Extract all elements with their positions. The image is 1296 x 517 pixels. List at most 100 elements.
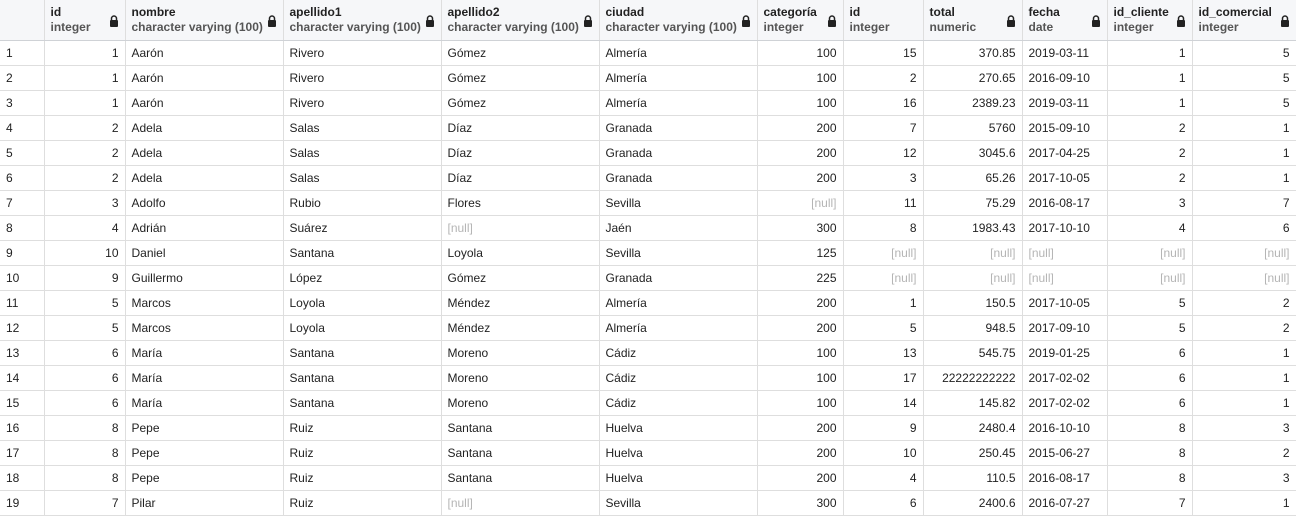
cell-total[interactable]: [null] (923, 265, 1023, 291)
column-header-id[interactable]: id integer (44, 0, 126, 41)
cell-id[interactable]: 6 (44, 365, 126, 391)
cell-ciudad[interactable]: Granada (599, 165, 758, 191)
cell-apellido1[interactable]: Loyola (283, 315, 442, 341)
cell-id2[interactable]: 3 (843, 165, 924, 191)
cell-id_cliente[interactable]: 7 (1107, 490, 1193, 516)
cell-categoria[interactable]: 100 (757, 40, 844, 66)
table-row[interactable]: 16 8 Pepe Ruiz Santana Huelva 200 9 2480.4 2016-1… (0, 415, 1296, 441)
cell-categoria[interactable]: 300 (757, 490, 844, 516)
cell-fecha[interactable]: 2019-03-11 (1022, 40, 1108, 66)
cell-ciudad[interactable]: Almería (599, 315, 758, 341)
cell-ciudad[interactable]: Granada (599, 115, 758, 141)
table-row[interactable]: 3 1 Aarón Rivero Gómez Almería 100 16 2389.23 201… (0, 90, 1296, 116)
cell-fecha[interactable]: 2016-08-17 (1022, 190, 1108, 216)
cell-nombre[interactable]: María (125, 365, 284, 391)
cell-categoria[interactable]: 200 (757, 440, 844, 466)
cell-id[interactable]: 6 (44, 390, 126, 416)
row-number[interactable]: 13 (0, 340, 45, 366)
cell-id[interactable]: 2 (44, 140, 126, 166)
cell-ciudad[interactable]: Almería (599, 290, 758, 316)
cell-fecha[interactable]: 2017-10-05 (1022, 290, 1108, 316)
cell-id[interactable]: 8 (44, 415, 126, 441)
cell-id[interactable]: 1 (44, 40, 126, 66)
row-number[interactable]: 4 (0, 115, 45, 141)
cell-nombre[interactable]: Daniel (125, 240, 284, 266)
cell-id2[interactable]: 5 (843, 315, 924, 341)
column-header-nombre[interactable]: nombre character varying (100) (125, 0, 284, 41)
cell-id2[interactable]: 4 (843, 465, 924, 491)
cell-id[interactable]: 3 (44, 190, 126, 216)
cell-ciudad[interactable]: Sevilla (599, 190, 758, 216)
cell-apellido1[interactable]: Suárez (283, 215, 442, 241)
table-row[interactable]: 12 5 Marcos Loyola Méndez Almería 200 5 948.5 201… (0, 315, 1296, 341)
cell-fecha[interactable]: 2015-09-10 (1022, 115, 1108, 141)
cell-apellido2[interactable]: Díaz (441, 165, 600, 191)
table-row[interactable]: 15 6 María Santana Moreno Cádiz 100 14 145.82 201… (0, 390, 1296, 416)
column-header-apellido1[interactable]: apellido1 character varying (100) (283, 0, 442, 41)
cell-total[interactable]: 22222222222 (923, 365, 1023, 391)
cell-ciudad[interactable]: Huelva (599, 440, 758, 466)
cell-id_comercial[interactable]: 5 (1192, 90, 1296, 116)
cell-id[interactable]: 5 (44, 315, 126, 341)
cell-apellido2[interactable]: Moreno (441, 365, 600, 391)
cell-id[interactable]: 6 (44, 340, 126, 366)
cell-fecha[interactable]: 2019-01-25 (1022, 340, 1108, 366)
cell-id_cliente[interactable]: 8 (1107, 415, 1193, 441)
row-number[interactable]: 3 (0, 90, 45, 116)
cell-total[interactable]: 145.82 (923, 390, 1023, 416)
table-row[interactable]: 9 10 Daniel Santana Loyola Sevilla 125 [null] [n… (0, 240, 1296, 266)
cell-fecha[interactable]: 2016-09-10 (1022, 65, 1108, 91)
column-header-apellido2[interactable]: apellido2 character varying (100) (441, 0, 600, 41)
cell-categoria[interactable]: 100 (757, 365, 844, 391)
table-row[interactable]: 8 4 Adrián Suárez [null] Jaén 300 8 1983.43 2017-… (0, 215, 1296, 241)
cell-nombre[interactable]: Adela (125, 165, 284, 191)
cell-id_comercial[interactable]: 1 (1192, 115, 1296, 141)
column-header-fecha[interactable]: fecha date (1022, 0, 1108, 41)
cell-nombre[interactable]: Marcos (125, 290, 284, 316)
cell-categoria[interactable]: 200 (757, 115, 844, 141)
cell-nombre[interactable]: Adela (125, 140, 284, 166)
cell-id_cliente[interactable]: 2 (1107, 115, 1193, 141)
cell-ciudad[interactable]: Almería (599, 40, 758, 66)
cell-id2[interactable]: 11 (843, 190, 924, 216)
cell-fecha[interactable]: 2017-09-10 (1022, 315, 1108, 341)
cell-ciudad[interactable]: Almería (599, 90, 758, 116)
cell-total[interactable]: 370.85 (923, 40, 1023, 66)
cell-categoria[interactable]: 100 (757, 65, 844, 91)
cell-ciudad[interactable]: Almería (599, 65, 758, 91)
cell-apellido2[interactable]: [null] (441, 215, 600, 241)
cell-apellido1[interactable]: Ruiz (283, 465, 442, 491)
cell-id_comercial[interactable]: 5 (1192, 65, 1296, 91)
cell-total[interactable]: 948.5 (923, 315, 1023, 341)
column-header-id-comercial[interactable]: id_comercial integer (1192, 0, 1296, 41)
cell-ciudad[interactable]: Granada (599, 265, 758, 291)
cell-nombre[interactable]: Aarón (125, 65, 284, 91)
column-header-categoria[interactable]: categoría integer (757, 0, 844, 41)
cell-apellido1[interactable]: Ruiz (283, 440, 442, 466)
cell-id[interactable]: 9 (44, 265, 126, 291)
select-all-corner[interactable] (0, 0, 45, 41)
cell-apellido2[interactable]: Moreno (441, 390, 600, 416)
cell-id[interactable]: 10 (44, 240, 126, 266)
cell-total[interactable]: 3045.6 (923, 140, 1023, 166)
cell-id_cliente[interactable]: 6 (1107, 365, 1193, 391)
table-row[interactable]: 14 6 María Santana Moreno Cádiz 100 17 222222222… (0, 365, 1296, 391)
cell-apellido2[interactable]: Gómez (441, 65, 600, 91)
cell-id_cliente[interactable]: [null] (1107, 240, 1193, 266)
cell-nombre[interactable]: Pepe (125, 440, 284, 466)
cell-categoria[interactable]: 200 (757, 290, 844, 316)
cell-fecha[interactable]: 2017-02-02 (1022, 365, 1108, 391)
cell-id2[interactable]: 9 (843, 415, 924, 441)
cell-id_cliente[interactable]: 5 (1107, 290, 1193, 316)
cell-id[interactable]: 7 (44, 490, 126, 516)
cell-total[interactable]: 65.26 (923, 165, 1023, 191)
cell-apellido1[interactable]: Salas (283, 140, 442, 166)
cell-id[interactable]: 1 (44, 90, 126, 116)
cell-fecha[interactable]: 2019-03-11 (1022, 90, 1108, 116)
cell-id_comercial[interactable]: 2 (1192, 315, 1296, 341)
cell-id_comercial[interactable]: 1 (1192, 390, 1296, 416)
cell-categoria[interactable]: 300 (757, 215, 844, 241)
cell-apellido1[interactable]: Ruiz (283, 415, 442, 441)
cell-ciudad[interactable]: Sevilla (599, 490, 758, 516)
cell-nombre[interactable]: Pilar (125, 490, 284, 516)
